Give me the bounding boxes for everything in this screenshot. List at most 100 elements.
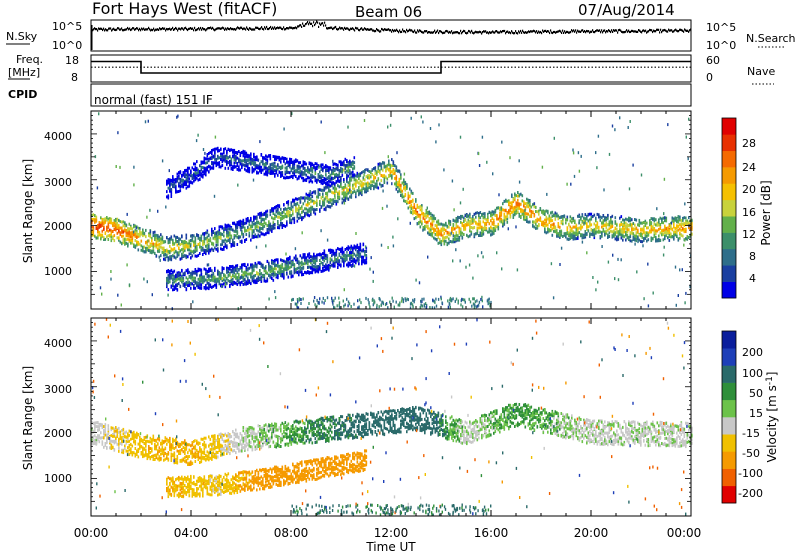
echo-cell bbox=[551, 214, 554, 218]
echo-cell bbox=[217, 272, 219, 276]
echo-cell bbox=[475, 232, 477, 236]
echo-cell bbox=[548, 217, 551, 221]
echo-cell bbox=[277, 208, 279, 212]
echo-cell bbox=[271, 225, 273, 228]
echo-cell bbox=[656, 229, 659, 233]
echo-cell bbox=[331, 250, 333, 254]
echo-cell bbox=[215, 284, 218, 287]
echo-cell bbox=[455, 225, 458, 229]
echo-cell bbox=[302, 196, 305, 200]
echo-cell bbox=[191, 234, 194, 238]
echo-cell bbox=[337, 259, 339, 263]
echo-cell bbox=[367, 187, 369, 191]
echo-cell bbox=[494, 209, 497, 213]
echo-cell bbox=[448, 241, 450, 245]
echo-cell bbox=[680, 222, 683, 226]
noise-sample bbox=[582, 29, 584, 32]
echo-cell bbox=[322, 269, 324, 273]
echo-cell bbox=[478, 219, 480, 223]
echo-cell bbox=[212, 249, 215, 252]
noise-sample bbox=[689, 29, 691, 32]
echo-cell bbox=[499, 217, 501, 221]
echo-cell bbox=[316, 265, 318, 269]
echo-cell bbox=[383, 178, 386, 182]
echo-cell bbox=[308, 265, 311, 269]
noise-sample bbox=[262, 27, 264, 30]
echo-cell bbox=[478, 212, 480, 215]
echo-cell bbox=[661, 217, 663, 221]
echo-cell bbox=[352, 257, 354, 261]
echo-cell bbox=[458, 216, 461, 219]
echo-cell bbox=[205, 284, 207, 288]
echo-cell bbox=[152, 242, 155, 246]
echo-cell bbox=[139, 242, 141, 246]
echo-cell bbox=[325, 265, 327, 269]
echo-cell bbox=[616, 230, 618, 234]
noise-sample bbox=[606, 30, 608, 33]
noise-sample bbox=[458, 32, 460, 35]
echo-cell bbox=[566, 226, 569, 230]
echo-cell bbox=[172, 185, 174, 188]
echo-cell bbox=[625, 226, 627, 230]
noise-sample bbox=[440, 30, 442, 33]
echo-cell bbox=[206, 275, 209, 279]
noise-sample bbox=[475, 30, 477, 33]
echo-cell bbox=[679, 227, 681, 231]
echo-cell bbox=[226, 225, 228, 229]
echo-cell bbox=[310, 255, 312, 259]
noise-sample bbox=[433, 31, 435, 34]
echo-cell bbox=[353, 246, 356, 250]
noise-sample bbox=[653, 29, 655, 32]
echo-cell bbox=[662, 228, 665, 232]
noise-sample bbox=[450, 31, 452, 34]
echo-cell bbox=[343, 264, 345, 268]
echo-cell bbox=[154, 237, 156, 241]
echo-cell bbox=[476, 226, 479, 230]
echo-cell bbox=[487, 217, 489, 221]
echo-cell bbox=[562, 235, 564, 238]
echo-cell bbox=[269, 268, 272, 272]
echo-cell bbox=[208, 282, 210, 286]
echo-cell bbox=[232, 221, 234, 225]
echo-cell bbox=[347, 245, 350, 249]
noise-sample bbox=[95, 28, 97, 31]
echo-cell bbox=[241, 231, 243, 234]
echo-cell bbox=[314, 259, 317, 263]
echo-cell bbox=[452, 223, 455, 227]
echo-cell bbox=[200, 272, 203, 276]
noise-sample bbox=[297, 25, 299, 28]
echo-cell bbox=[170, 274, 173, 278]
echo-cell bbox=[524, 211, 527, 215]
echo-cell bbox=[233, 234, 236, 237]
echo-cell bbox=[559, 216, 561, 220]
noise-sample bbox=[245, 28, 247, 31]
echo-cell bbox=[383, 181, 386, 184]
echo-cell bbox=[421, 208, 423, 212]
echo-cell bbox=[283, 259, 285, 263]
noise-sample bbox=[287, 27, 289, 30]
echo-cell bbox=[329, 251, 332, 254]
echo-cell bbox=[347, 189, 350, 193]
echo-cell bbox=[203, 248, 206, 252]
echo-cell bbox=[292, 205, 294, 209]
echo-cell bbox=[163, 240, 165, 244]
echo-cell bbox=[569, 219, 572, 223]
echo-cell bbox=[319, 253, 321, 257]
echo-cell bbox=[182, 250, 185, 254]
echo-cell bbox=[223, 239, 225, 243]
echo-cell bbox=[556, 232, 558, 236]
echo-cell bbox=[326, 264, 329, 268]
echo-cell bbox=[353, 258, 356, 262]
echo-cell bbox=[119, 226, 122, 230]
noise-sample bbox=[329, 26, 331, 30]
echo-cell bbox=[449, 240, 452, 243]
echo-cell bbox=[337, 200, 339, 204]
echo-cell bbox=[478, 222, 480, 226]
echo-cell bbox=[161, 235, 164, 239]
echo-cell bbox=[298, 212, 300, 216]
echo-cell bbox=[175, 186, 177, 190]
echo-cell bbox=[250, 263, 252, 267]
echo-cell bbox=[274, 266, 276, 270]
echo-cell bbox=[442, 228, 444, 232]
echo-cell bbox=[125, 238, 128, 242]
